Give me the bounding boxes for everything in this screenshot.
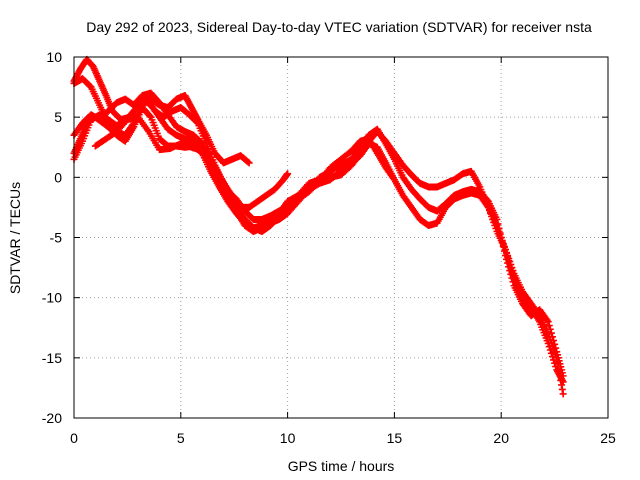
data-point bbox=[390, 176, 398, 184]
x-tick-label: 5 bbox=[177, 430, 185, 446]
y-tick-label: 10 bbox=[46, 49, 62, 65]
data-point bbox=[558, 376, 566, 384]
data-point bbox=[544, 339, 552, 347]
data-point bbox=[546, 325, 554, 333]
data-point bbox=[548, 353, 556, 361]
x-tick-label: 0 bbox=[70, 430, 78, 446]
data-point bbox=[558, 385, 566, 393]
data-point bbox=[506, 261, 514, 269]
x-tick-label: 20 bbox=[493, 430, 509, 446]
data-point bbox=[129, 121, 137, 129]
y-tick-label: 5 bbox=[54, 109, 62, 125]
data-point bbox=[547, 349, 555, 357]
y-tick-labels: -20 -15 -10 -5 0 5 10 bbox=[42, 49, 62, 426]
data-point bbox=[146, 112, 154, 120]
x-tick-labels: 0 5 10 15 20 25 bbox=[70, 430, 616, 446]
series-track-5 bbox=[70, 75, 253, 167]
data-point bbox=[551, 359, 559, 367]
data-point bbox=[505, 257, 513, 265]
data-point bbox=[543, 316, 551, 324]
data-point bbox=[546, 346, 554, 354]
y-axis-label: SDTVAR / TECUs bbox=[7, 182, 23, 294]
chart-title: Day 292 of 2023, Sidereal Day-to-day VTE… bbox=[86, 19, 592, 35]
data-point bbox=[544, 318, 552, 326]
series-track-6 bbox=[91, 113, 398, 223]
data-point bbox=[551, 340, 559, 348]
data-point bbox=[550, 337, 558, 345]
data-points bbox=[70, 55, 567, 398]
axis-ticks bbox=[73, 56, 609, 419]
data-point bbox=[548, 333, 556, 341]
x-tick-label: 25 bbox=[600, 430, 616, 446]
data-point bbox=[552, 363, 560, 371]
y-tick-label: -5 bbox=[50, 230, 63, 246]
data-point bbox=[504, 253, 512, 261]
data-point bbox=[559, 378, 567, 386]
y-tick-label: -20 bbox=[42, 410, 62, 426]
data-point bbox=[503, 249, 511, 257]
data-point bbox=[483, 202, 491, 210]
data-point bbox=[244, 158, 252, 166]
x-axis-label: GPS time / hours bbox=[288, 458, 395, 474]
x-tick-label: 10 bbox=[280, 430, 296, 446]
data-point bbox=[550, 356, 558, 364]
x-tick-label: 15 bbox=[387, 430, 403, 446]
data-point bbox=[545, 321, 553, 329]
data-point bbox=[389, 174, 397, 182]
data-point bbox=[545, 343, 553, 351]
data-point bbox=[507, 264, 515, 272]
y-tick-label: -15 bbox=[42, 350, 62, 366]
data-point bbox=[509, 272, 517, 280]
data-point bbox=[508, 268, 516, 276]
data-point bbox=[559, 390, 567, 398]
series-track-1 bbox=[70, 104, 567, 398]
data-point bbox=[547, 329, 555, 337]
data-point bbox=[284, 170, 292, 178]
data-point bbox=[494, 220, 502, 228]
data-point bbox=[501, 246, 509, 254]
data-point bbox=[552, 344, 560, 352]
y-tick-label: -10 bbox=[42, 290, 62, 306]
y-tick-label: 0 bbox=[54, 169, 62, 185]
data-point bbox=[245, 159, 253, 167]
